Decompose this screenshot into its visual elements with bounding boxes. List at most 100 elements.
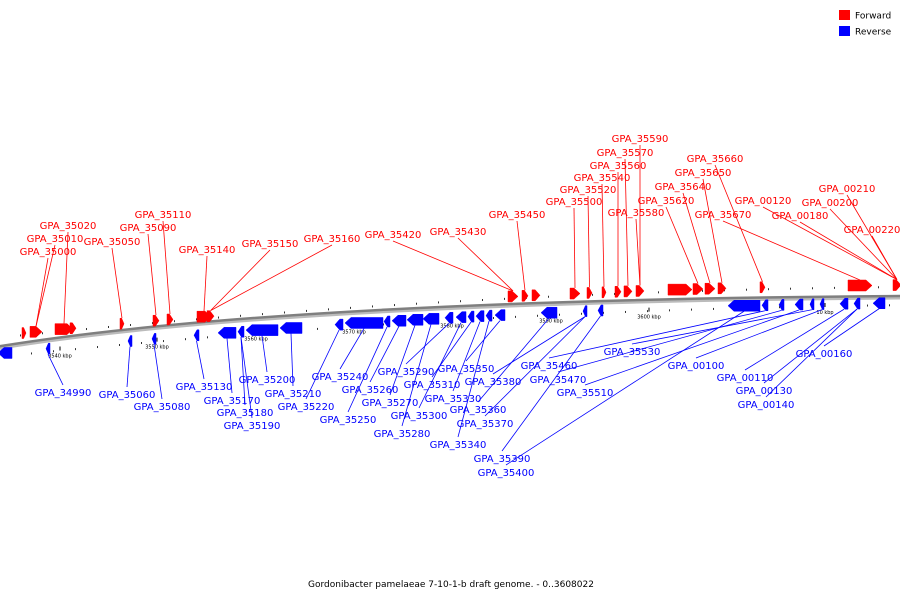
forward-label-leader	[762, 206, 898, 280]
reverse-gene-label: GPA_35210	[265, 389, 322, 400]
forward-label-leader	[147, 233, 157, 316]
minor-tick	[31, 352, 32, 355]
genome-caption: Gordonibacter pamelaeae 7-10-1-b draft g…	[308, 580, 594, 590]
forward-gene-label: GPA_35580	[608, 208, 665, 219]
minor-tick	[438, 301, 439, 304]
reverse-label-leader	[196, 340, 205, 380]
reverse-gene-label: GPA_35300	[391, 411, 448, 422]
forward-gene-label: GPA_35540	[574, 173, 631, 184]
forward-gene-label: GPA_35520	[560, 185, 617, 196]
minor-tick	[350, 306, 351, 309]
reverse-gene-arrow	[344, 317, 384, 329]
forward-label-leader	[624, 158, 629, 286]
forward-gene-arrow	[152, 314, 160, 327]
forward-label-leader	[392, 240, 514, 292]
forward-label-leader	[665, 206, 699, 284]
minor-tick	[460, 300, 461, 303]
forward-label-leader	[210, 249, 271, 311]
reverse-label-leader	[226, 338, 233, 394]
reverse-gene-label: GPA_35470	[530, 375, 587, 386]
minor-tick	[20, 334, 21, 337]
reverse-gene-arrow	[0, 347, 13, 359]
reverse-gene-arrow	[494, 309, 506, 321]
forward-gene-arrow	[586, 287, 593, 299]
minor-tick	[779, 306, 780, 309]
reverse-gene-arrow	[444, 312, 454, 324]
forward-gene-arrow	[635, 285, 645, 297]
minor-tick	[53, 350, 54, 353]
reverse-gene-arrow	[455, 311, 467, 323]
reverse-gene-label: GPA_35080	[134, 402, 191, 413]
minor-tick	[614, 292, 615, 295]
forward-gene-label: GPA_35500	[546, 197, 603, 208]
forward-gene-arrow	[206, 310, 215, 322]
minor-tick	[174, 320, 175, 323]
reverse-gene-label: GPA_35510	[557, 388, 614, 399]
legend-forward-swatch	[839, 10, 850, 20]
minor-tick	[108, 325, 109, 328]
reverse-gene-label: GPA_00110	[717, 373, 774, 384]
scale-tick-label: 3540 kbp	[48, 354, 72, 360]
minor-tick	[581, 312, 582, 315]
legend: Forward Reverse	[839, 10, 892, 38]
reverse-gene-arrow	[819, 298, 825, 310]
forward-gene-label: GPA_35590	[612, 134, 669, 145]
forward-label-leader	[162, 220, 171, 315]
reverse-gene-arrow	[45, 342, 51, 355]
reverse-gene-label: GPA_00160	[796, 349, 853, 360]
forward-gene-arrow	[847, 279, 873, 292]
reverse-label-leader	[557, 309, 782, 373]
minor-tick	[669, 309, 670, 312]
tick-layer: 3540 kbp 3550 kbp 3560 kbp 3570 kbp 3580 kbp…	[20, 286, 890, 360]
reverse-gene-label: GPA_35330	[425, 394, 482, 405]
forward-gene-arrow	[667, 283, 693, 296]
reverse-gene-arrow	[391, 314, 407, 327]
minor-tick	[328, 308, 329, 311]
minor-tick	[592, 293, 593, 296]
forward-gene-arrow	[614, 286, 622, 298]
reverse-gene-arrow	[217, 327, 237, 339]
reverse-label-leader	[501, 315, 601, 452]
reverse-gene-arrow	[778, 299, 785, 311]
reverse-label-leader	[389, 325, 416, 396]
backbone-shadow	[0, 295, 900, 350]
reverse-gene-arrow	[193, 329, 200, 342]
reverse-label-leader	[457, 321, 490, 438]
scale-tick-label: 10 kbp	[816, 310, 833, 316]
minor-tick	[141, 342, 142, 345]
reverse-label-leader	[631, 309, 813, 345]
reverse-gene-label: GPA_00130	[736, 386, 793, 397]
forward-gene-arrow	[569, 287, 581, 300]
forward-label-leader	[871, 235, 898, 280]
reverse-gene-label: GPA_35460	[521, 361, 578, 372]
reverse-gene-arrow	[540, 306, 558, 319]
reverse-gene-label: GPA_35290	[378, 367, 435, 378]
minor-tick	[768, 288, 769, 291]
forward-label-leader	[210, 244, 333, 312]
reverse-label-leader	[452, 321, 481, 392]
minor-tick	[713, 307, 714, 310]
minor-tick	[658, 291, 659, 294]
reverse-gene-label: GPA_35170	[204, 396, 261, 407]
reverse-label-leader	[240, 337, 246, 406]
reverse-label-leader	[369, 326, 400, 383]
forward-gene-label: GPA_35450	[489, 210, 546, 221]
reverse-gene-arrow	[383, 315, 391, 328]
forward-label-leader	[63, 231, 69, 324]
forward-gene-arrow	[717, 282, 727, 295]
forward-gene-arrow	[69, 322, 77, 335]
forward-gene-arrow	[692, 283, 704, 295]
forward-gene-label: GPA_00180	[772, 211, 829, 222]
reverse-gene-label: GPA_35060	[99, 390, 156, 401]
minor-tick	[504, 297, 505, 300]
reverse-label-leader	[823, 308, 880, 347]
forward-gene-label: GPA_35570	[597, 148, 654, 159]
reverse-label-leader	[765, 308, 858, 398]
forward-gene-label: GPA_35560	[590, 161, 647, 172]
reverse-gene-arrow	[872, 297, 886, 310]
labels-layer: GPA_35000 GPA_35010 GPA_35020 GPA_35050 GPA_…	[20, 134, 900, 479]
forward-gene-label: GPA_00210	[819, 184, 876, 195]
forward-gene-label: GPA_35150	[242, 239, 299, 250]
minor-tick	[262, 313, 263, 316]
